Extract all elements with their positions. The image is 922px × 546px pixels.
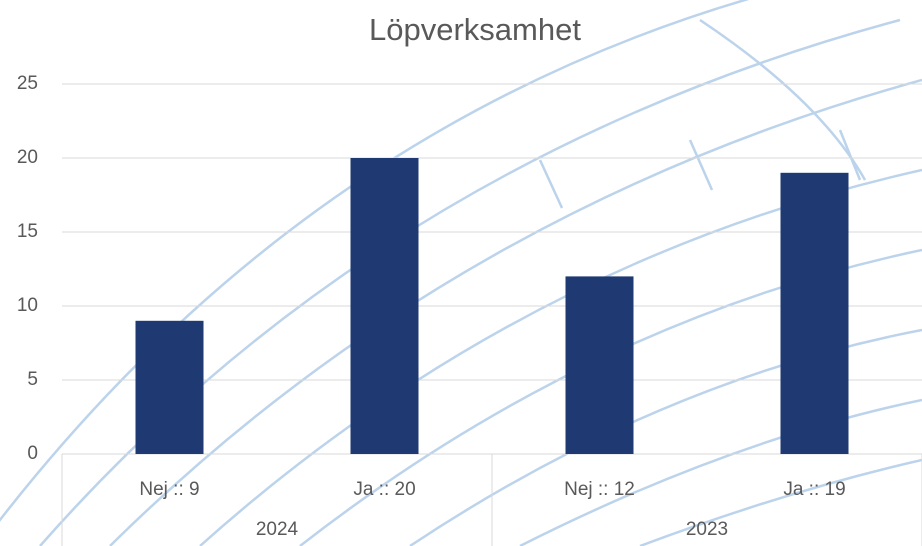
x-tick-label: Ja :: 20	[353, 479, 415, 500]
y-tick-label: 0	[27, 443, 38, 464]
x-tick-label: Nej :: 9	[139, 479, 199, 500]
group-label: 2024	[256, 519, 299, 540]
y-tick-label: 5	[27, 369, 38, 390]
x-tick-label: Nej :: 12	[564, 479, 635, 500]
y-tick-label: 10	[17, 295, 38, 316]
bar	[566, 276, 634, 454]
page: Löpverksamhet 0 5 10 15 20 25Nej :: 9 Ja :: 20…	[0, 0, 922, 546]
y-tick-label: 15	[17, 221, 38, 242]
x-tick-label: Ja :: 19	[783, 479, 845, 500]
chart: Löpverksamhet 0 5 10 15 20 25Nej :: 9 Ja :: 20…	[0, 0, 922, 546]
bar	[351, 158, 419, 454]
y-tick-label: 20	[17, 147, 38, 168]
y-tick-label: 25	[17, 73, 38, 94]
bar	[136, 321, 204, 454]
chart-title: Löpverksamhet	[369, 12, 581, 47]
bar	[781, 173, 849, 454]
group-label: 2023	[686, 519, 728, 540]
